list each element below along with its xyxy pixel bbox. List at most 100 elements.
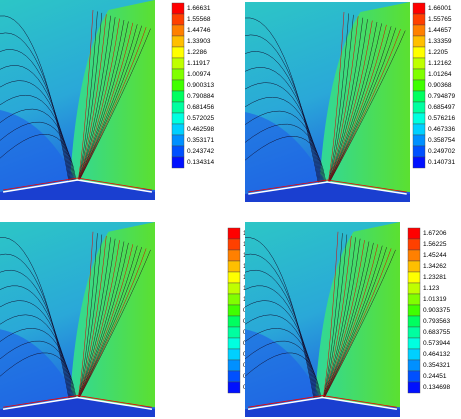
stream-line <box>77 18 120 185</box>
stream-line <box>77 241 125 402</box>
colorbar-cell <box>412 101 426 114</box>
stream-line <box>327 21 378 187</box>
stream-line <box>77 249 151 402</box>
stream-line <box>77 28 151 185</box>
stream-line <box>77 240 120 402</box>
colorbar-label: 1.55765 <box>428 16 452 23</box>
stream-line <box>77 246 142 402</box>
contour-line <box>244 34 321 189</box>
contour-line <box>0 300 74 404</box>
contour-line <box>0 328 76 404</box>
colorbar-cell <box>407 326 421 339</box>
colorbar-cell <box>171 2 185 15</box>
stream-line <box>77 234 103 402</box>
stream-line <box>77 9 94 185</box>
colorbar-cell <box>171 134 185 147</box>
colorbar-label: 0.464132 <box>423 351 450 358</box>
colorbar-label: 0.900313 <box>187 82 214 89</box>
colorbar-cell <box>412 46 426 59</box>
colorbar-cell <box>412 145 426 158</box>
contour-line <box>0 108 76 187</box>
colorbar-cell <box>412 35 426 48</box>
colorbar-label: 1.44657 <box>428 27 452 34</box>
colorbar-cell <box>227 315 241 328</box>
stream-line <box>77 17 116 185</box>
stream-line <box>322 248 392 402</box>
colorbar-cell <box>407 304 421 317</box>
colorbar-cell <box>227 260 241 273</box>
contour-line <box>0 237 70 404</box>
stream-line <box>77 27 147 185</box>
colorbar-cell <box>171 13 185 26</box>
colorbar-label: 0.462598 <box>187 126 214 133</box>
colorbar-cell <box>412 112 426 125</box>
low-region <box>0 329 78 408</box>
colorbar-label: 0.685497 <box>428 104 455 111</box>
colorbar-label: 1.2286 <box>187 49 207 56</box>
wedge <box>0 397 155 417</box>
contour-line <box>244 135 327 189</box>
stream-line <box>327 13 349 187</box>
contour-line <box>0 65 73 187</box>
colorbar-label: 1.23281 <box>423 274 447 281</box>
stream-line <box>327 29 401 187</box>
stream-line <box>327 16 359 187</box>
stream-line <box>77 245 138 402</box>
colorbar-label: 0.794879 <box>428 93 455 100</box>
colorbar-label: 0.354321 <box>423 362 450 369</box>
colorbar-label: 1.123 <box>423 285 440 292</box>
colorbar-cell <box>412 156 426 169</box>
colorbar-label: 1.67206 <box>423 230 447 237</box>
contour-panel: 1.67206 1.56225 1.45244 1.34262 1.23281 1.123… <box>244 222 450 417</box>
stream-line <box>322 240 365 402</box>
colorbar-label: 1.01264 <box>428 71 452 78</box>
contour-line <box>244 253 316 404</box>
stream-line <box>322 238 361 402</box>
contour-line <box>244 82 324 189</box>
colorbar-label: 0.90368 <box>428 82 452 89</box>
stream-line <box>327 11 345 187</box>
colorbar-cell <box>227 359 241 372</box>
low-region <box>245 112 328 192</box>
stream-line <box>77 244 134 402</box>
stream-line <box>327 20 373 187</box>
low-region <box>0 110 78 190</box>
wedge-edge-red <box>3 177 152 191</box>
wedge-edge <box>2 396 153 410</box>
wedge-edge <box>247 396 398 410</box>
colorbar-cell <box>227 348 241 361</box>
stream-line <box>77 12 103 185</box>
colorbar-cell <box>407 227 421 240</box>
colorbar-cell <box>227 293 241 306</box>
contour-line <box>244 110 325 189</box>
colorbar-cell <box>412 57 426 70</box>
colorbar-label: 0.573944 <box>423 340 450 347</box>
wedge <box>245 397 400 417</box>
colorbar-label: 1.2205 <box>428 49 448 56</box>
contour-line <box>0 340 77 404</box>
wedge-edge <box>2 179 153 193</box>
contour-panel: 1.66631 1.55568 1.44746 1.33903 1.2286 1.1191… <box>0 0 214 200</box>
wedge <box>245 182 410 202</box>
colorbar-label: 0.576216 <box>428 115 455 122</box>
colorbar-cell <box>412 68 426 81</box>
colorbar-cell <box>412 24 426 37</box>
stream-line <box>327 26 392 187</box>
stream-line <box>77 235 107 402</box>
contour-line <box>244 237 315 404</box>
colorbar-label: 1.11917 <box>187 60 210 67</box>
colorbar-label: 0.249702 <box>428 148 455 155</box>
colorbar-cell <box>412 123 426 136</box>
colorbar-cell <box>412 2 426 15</box>
colorbar-cell <box>407 359 421 372</box>
contour-panel: 1.66001 1.55765 1.44657 1.33359 1.2205 1.1216… <box>244 2 455 202</box>
colorbar-cell <box>227 227 241 240</box>
colorbar-label: 0.681456 <box>187 104 214 111</box>
colorbar-cell <box>407 271 421 284</box>
contour-line <box>0 352 77 404</box>
contour-line <box>0 253 71 404</box>
stream-line <box>77 15 111 185</box>
wedge-edge-red <box>3 395 152 408</box>
colorbar-cell <box>407 260 421 273</box>
colorbar-label: 1.33359 <box>428 38 452 45</box>
